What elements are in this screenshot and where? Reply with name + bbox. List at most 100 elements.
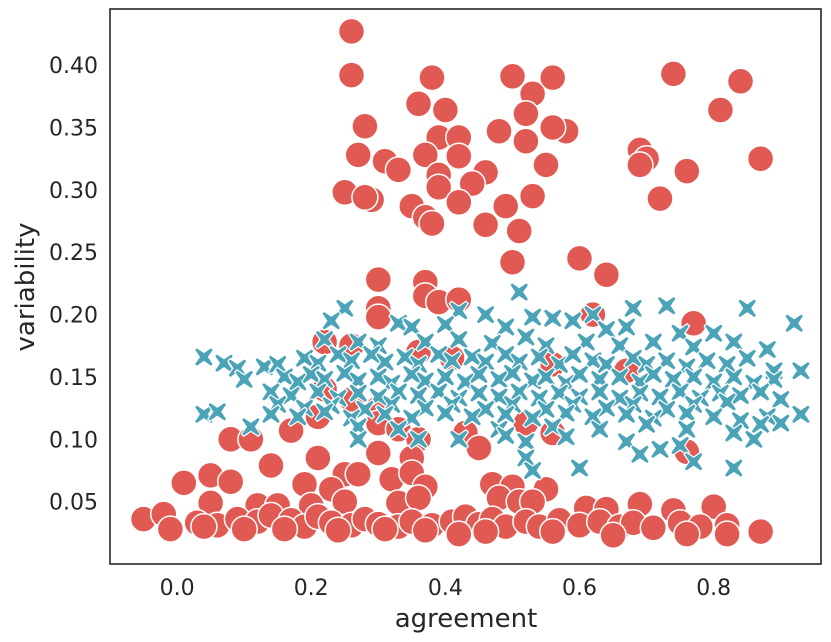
- data-point-circle: [532, 151, 560, 179]
- data-point-cross: [683, 366, 704, 388]
- data-point-circle: [699, 492, 728, 521]
- data-point-cross: [770, 389, 792, 410]
- data-point-circle: [746, 517, 775, 546]
- data-point-circle: [324, 516, 352, 545]
- data-point-cross: [616, 316, 637, 338]
- data-point-circle: [351, 112, 379, 140]
- data-point-circle: [156, 515, 185, 543]
- data-point-circle: [418, 63, 446, 92]
- data-point-cross: [555, 402, 577, 424]
- x-tick-label: 0.6: [562, 576, 597, 601]
- data-point-cross: [508, 381, 530, 403]
- data-point-cross: [616, 404, 637, 425]
- data-point-cross: [233, 369, 255, 390]
- data-point-cross: [569, 457, 590, 479]
- data-point-circle: [344, 141, 372, 169]
- data-point-circle: [485, 117, 513, 145]
- data-point-circle: [257, 451, 285, 480]
- data-point-cross: [388, 381, 409, 403]
- data-point-cross: [508, 281, 530, 303]
- data-point-circle: [270, 515, 299, 543]
- data-point-cross: [757, 339, 778, 360]
- data-point-cross: [522, 407, 543, 429]
- data-point-circle: [673, 157, 701, 185]
- data-point-circle: [626, 151, 654, 179]
- data-point-circle: [565, 244, 594, 273]
- y-tick-label: 0.40: [49, 54, 98, 79]
- y-tick-label: 0.20: [49, 304, 98, 329]
- data-point-cross: [629, 443, 651, 465]
- data-point-circle: [659, 60, 688, 88]
- data-point-cross: [448, 300, 470, 322]
- data-point-cross: [703, 323, 724, 344]
- data-point-cross: [435, 366, 456, 388]
- data-point-cross: [683, 451, 704, 472]
- data-point-circle: [364, 303, 393, 331]
- data-point-circle: [498, 62, 527, 91]
- data-point-circle: [646, 184, 674, 213]
- data-point-circle: [418, 209, 446, 238]
- y-tick-label: 0.05: [49, 491, 98, 516]
- data-point-cross: [287, 406, 309, 428]
- data-point-circle: [512, 127, 540, 155]
- data-point-circle: [364, 439, 393, 467]
- x-tick-label: 0.8: [696, 576, 731, 601]
- data-point-circle: [538, 113, 567, 142]
- data-point-circle: [424, 173, 453, 202]
- data-point-cross: [354, 399, 376, 420]
- data-point-cross: [555, 426, 577, 448]
- x-axis-label: agreement: [395, 604, 538, 634]
- data-point-cross: [643, 331, 664, 353]
- points-layer: [129, 17, 812, 550]
- data-point-circle: [344, 460, 372, 488]
- data-point-circle: [639, 514, 668, 542]
- data-point-circle: [411, 141, 440, 169]
- plot-frame: [109, 8, 822, 565]
- data-point-cross: [435, 402, 456, 424]
- data-point-circle: [170, 469, 198, 497]
- data-point-circle: [445, 142, 473, 170]
- data-point-circle: [505, 217, 533, 245]
- data-point-circle: [673, 520, 701, 548]
- data-point-cross: [193, 346, 215, 368]
- data-point-cross: [515, 326, 537, 348]
- data-point-cross: [529, 346, 550, 368]
- data-point-cross: [535, 399, 557, 420]
- data-point-cross: [475, 304, 496, 325]
- data-point-cross: [314, 401, 335, 423]
- data-point-cross: [461, 406, 483, 428]
- y-tick-label: 0.25: [49, 241, 98, 266]
- data-point-cross: [622, 298, 644, 319]
- data-point-cross: [448, 429, 470, 450]
- data-point-cross: [388, 419, 409, 440]
- data-point-cross: [495, 425, 516, 446]
- data-point-cross: [502, 362, 523, 384]
- data-point-cross: [790, 404, 812, 425]
- data-point-circle: [512, 100, 540, 128]
- data-point-cross: [596, 397, 617, 419]
- data-point-cross: [736, 347, 758, 369]
- data-point-circle: [411, 516, 440, 545]
- data-point-circle: [304, 444, 332, 472]
- data-point-cross: [723, 366, 745, 388]
- x-tick-label: 0.2: [294, 576, 329, 601]
- data-point-cross: [347, 429, 369, 450]
- y-tick-label: 0.15: [49, 366, 98, 391]
- data-point-cross: [743, 429, 765, 450]
- data-point-circle: [726, 67, 755, 96]
- data-point-cross: [347, 382, 369, 404]
- data-point-cross: [750, 381, 771, 403]
- data-point-circle: [364, 265, 393, 294]
- y-axis: 0.05 0.10 0.15 0.20 0.25 0.30 0.35 0.40: [49, 54, 98, 515]
- data-point-cross: [321, 310, 342, 332]
- data-point-circle: [445, 520, 473, 548]
- data-point-circle: [465, 434, 493, 462]
- data-point-cross: [240, 416, 262, 438]
- data-point-circle: [337, 17, 366, 46]
- data-point-circle: [713, 520, 741, 548]
- data-point-cross: [656, 399, 677, 420]
- data-point-cross: [656, 295, 677, 317]
- data-point-circle: [277, 416, 305, 445]
- data-point-circle: [404, 90, 433, 118]
